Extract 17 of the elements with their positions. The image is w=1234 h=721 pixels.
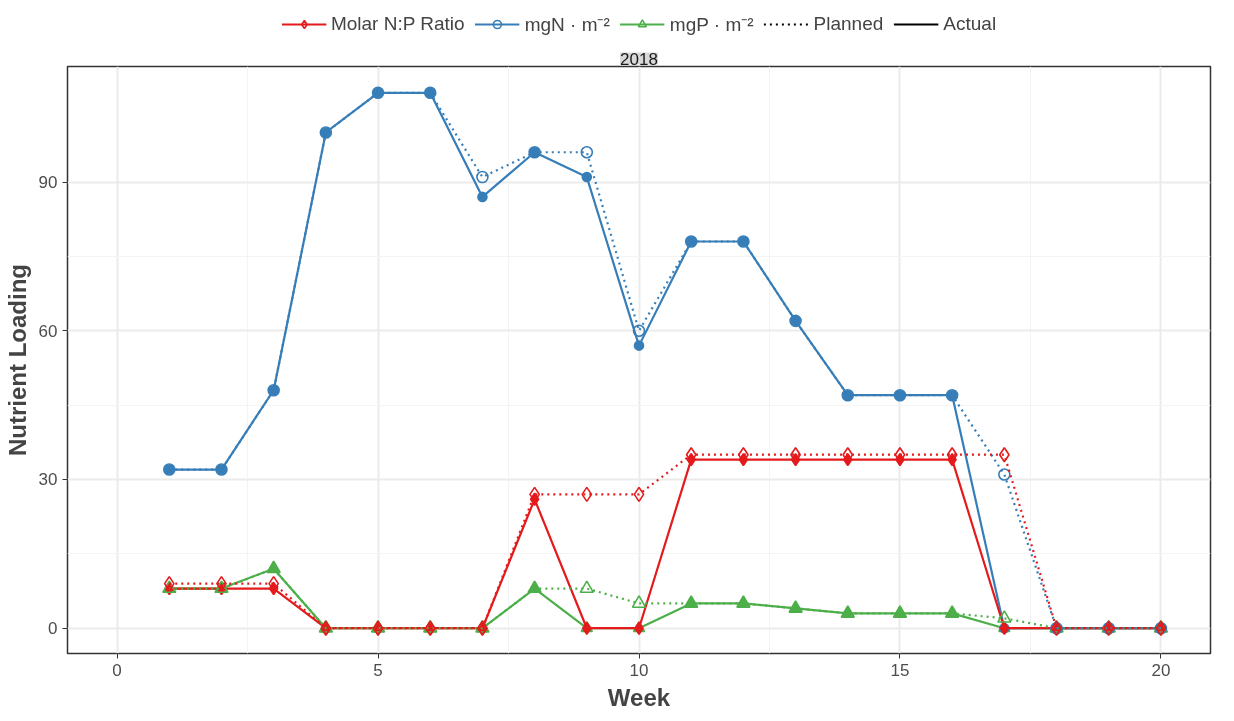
y-tick-label: 60 — [38, 321, 58, 341]
chart-title: 2018 — [620, 49, 658, 69]
y-tick-label: 30 — [38, 470, 58, 490]
y-axis-title: Nutrient Loading — [3, 264, 31, 456]
text: Planned — [813, 13, 884, 35]
x-tick-label: 5 — [373, 660, 383, 680]
text: Actual — [943, 13, 997, 35]
x-tick-label: 10 — [629, 660, 649, 680]
y-tick-label: 0 — [48, 619, 58, 639]
legend-label: mgP · m⁻² — [669, 13, 754, 37]
legend-label: Molar N:P Ratio — [330, 13, 465, 35]
y-tick-label: 90 — [38, 173, 58, 193]
legend-label: mgN · m⁻² — [524, 13, 610, 37]
x-tick-label: 0 — [112, 660, 122, 680]
x-axis-title: Week — [607, 683, 671, 711]
x-tick-label: 15 — [890, 660, 910, 680]
x-tick-label: 20 — [1151, 660, 1171, 680]
